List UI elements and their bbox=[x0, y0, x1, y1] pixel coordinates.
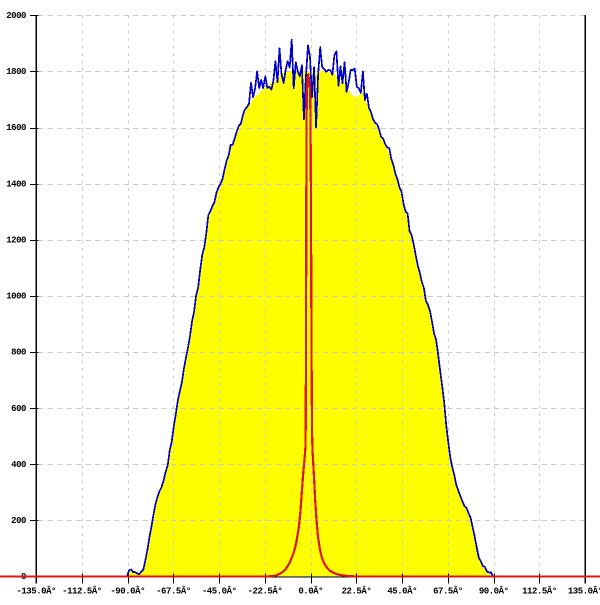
svg-text:0.0Â°: 0.0Â° bbox=[298, 586, 323, 597]
svg-text:45.0Â°: 45.0Â° bbox=[387, 586, 417, 597]
svg-text:67.5Â°: 67.5Â° bbox=[433, 586, 463, 597]
svg-text:1600: 1600 bbox=[6, 123, 26, 133]
svg-text:800: 800 bbox=[11, 348, 26, 358]
svg-text:1200: 1200 bbox=[6, 235, 26, 245]
svg-text:-22.5Â°: -22.5Â° bbox=[248, 586, 283, 597]
svg-text:400: 400 bbox=[11, 460, 26, 470]
svg-text:-90.0Â°: -90.0Â° bbox=[110, 586, 145, 597]
svg-text:22.5Â°: 22.5Â° bbox=[342, 586, 372, 597]
svg-text:90.0Â°: 90.0Â° bbox=[479, 586, 509, 597]
svg-text:112.5Â°: 112.5Â° bbox=[522, 586, 557, 597]
svg-text:200: 200 bbox=[11, 516, 26, 526]
svg-text:-112.5Â°: -112.5Â° bbox=[62, 586, 102, 597]
svg-text:135.0Â°: 135.0Â° bbox=[568, 586, 600, 597]
svg-text:1800: 1800 bbox=[6, 67, 26, 77]
svg-text:600: 600 bbox=[11, 404, 26, 414]
svg-text:1400: 1400 bbox=[6, 179, 26, 189]
svg-text:-67.5Â°: -67.5Â° bbox=[156, 586, 191, 597]
svg-text:-135.0Â°: -135.0Â° bbox=[16, 586, 56, 597]
svg-text:1000: 1000 bbox=[6, 292, 26, 302]
svg-text:-45.0Â°: -45.0Â° bbox=[202, 586, 237, 597]
svg-text:2000: 2000 bbox=[6, 11, 26, 21]
